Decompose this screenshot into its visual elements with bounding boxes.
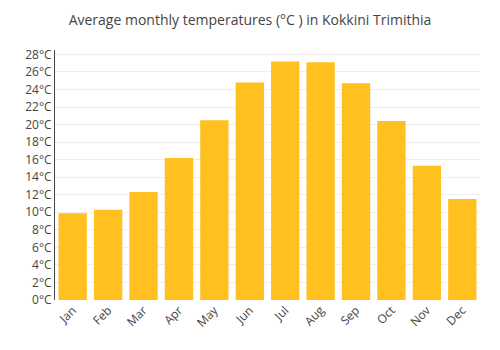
svg-text:Apr: Apr (160, 302, 186, 328)
svg-text:16°C: 16°C (25, 151, 52, 168)
svg-text:Dec: Dec (442, 302, 469, 329)
svg-text:20°C: 20°C (25, 116, 52, 133)
svg-text:Nov: Nov (406, 302, 434, 330)
svg-text:22°C: 22°C (25, 98, 52, 115)
svg-text:Sep: Sep (336, 302, 363, 329)
svg-text:Aug: Aug (300, 302, 328, 330)
svg-text:10°C: 10°C (25, 203, 52, 220)
svg-text:4°C: 4°C (32, 256, 52, 273)
svg-text:Jun: Jun (231, 302, 256, 327)
svg-text:6°C: 6°C (32, 239, 52, 256)
svg-text:14°C: 14°C (25, 168, 52, 185)
svg-text:8°C: 8°C (32, 221, 52, 238)
svg-text:12°C: 12°C (25, 186, 52, 203)
svg-text:Average monthly temperatures (: Average monthly temperatures (°C ) in Ko… (69, 10, 432, 29)
svg-text:Jan: Jan (55, 302, 80, 327)
svg-text:26°C: 26°C (25, 63, 52, 80)
svg-text:Oct: Oct (373, 302, 399, 328)
svg-text:18°C: 18°C (25, 133, 52, 150)
svg-text:May: May (193, 301, 222, 330)
svg-text:0°C: 0°C (32, 291, 52, 308)
svg-text:Mar: Mar (123, 302, 151, 330)
svg-text:Jul: Jul (270, 302, 292, 324)
svg-text:2°C: 2°C (32, 274, 52, 291)
svg-text:Feb: Feb (89, 302, 115, 328)
svg-text:28°C: 28°C (25, 46, 52, 63)
svg-text:24°C: 24°C (25, 81, 52, 98)
